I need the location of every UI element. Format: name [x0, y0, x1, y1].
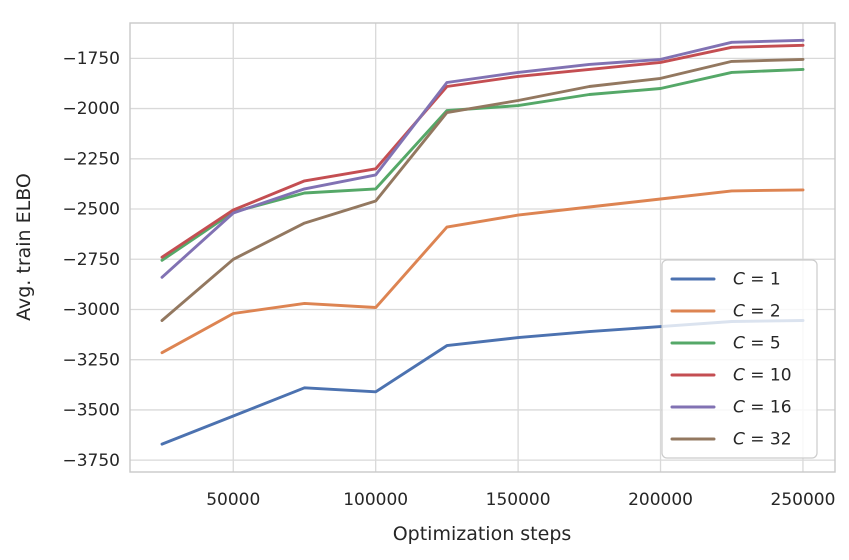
- y-tick-label: −2750: [62, 250, 120, 270]
- series-line-c32: [160, 57, 805, 322]
- series-line-c5: [160, 67, 805, 262]
- x-tick-label: 150000: [486, 490, 551, 510]
- legend-item-label: C = 16: [733, 398, 792, 418]
- legend-item-label: C = 10: [733, 366, 792, 386]
- y-tick-label: −3250: [62, 350, 120, 370]
- y-tick-label: −3000: [62, 300, 120, 320]
- legend-item-c32: C = 32: [670, 430, 792, 450]
- y-tick-labels: −1750 −2000 −2250 −2500 −2750 −3000 −3250 −3500…: [62, 49, 120, 471]
- x-tick-label: 100000: [343, 490, 408, 510]
- legend-box: [661, 259, 818, 459]
- x-tick-label: 250000: [771, 490, 836, 510]
- legend-item-c10: C = 10: [670, 366, 792, 386]
- series-line-c10: [160, 43, 805, 259]
- y-tick-label: −3500: [62, 401, 120, 421]
- x-tick-label: 200000: [628, 490, 693, 510]
- y-tick-label: −1750: [62, 49, 120, 69]
- plot-border: [129, 22, 836, 473]
- legend-item-c5: C = 5: [670, 334, 781, 354]
- legend-item-c1: C = 1: [670, 270, 781, 290]
- y-tick-label: −2250: [62, 149, 120, 169]
- x-tick-label: 50000: [206, 490, 260, 510]
- y-tick-label: −3750: [62, 451, 120, 471]
- series-line-c16: [160, 38, 805, 279]
- series-line-c2: [160, 188, 805, 355]
- legend-item-label: C = 32: [733, 430, 792, 450]
- x-axis-label: Optimization steps: [393, 523, 572, 545]
- legend-item-c2: C = 2: [670, 302, 781, 322]
- y-axis-label: Avg. train ELBO: [13, 173, 35, 321]
- legend-item-label: C = 2: [733, 302, 781, 322]
- legend-item-label: C = 5: [733, 334, 781, 354]
- legend-item-c16: C = 16: [670, 398, 792, 418]
- y-tick-label: −2000: [62, 99, 120, 119]
- y-tick-label: −2500: [62, 200, 120, 220]
- legend-item-label: C = 1: [733, 270, 781, 290]
- legend: C = 1 C = 2 C = 5 C = 10 C = 16 C = 32: [661, 259, 818, 459]
- x-tick-labels: 50000 100000 150000 200000 250000: [206, 490, 835, 510]
